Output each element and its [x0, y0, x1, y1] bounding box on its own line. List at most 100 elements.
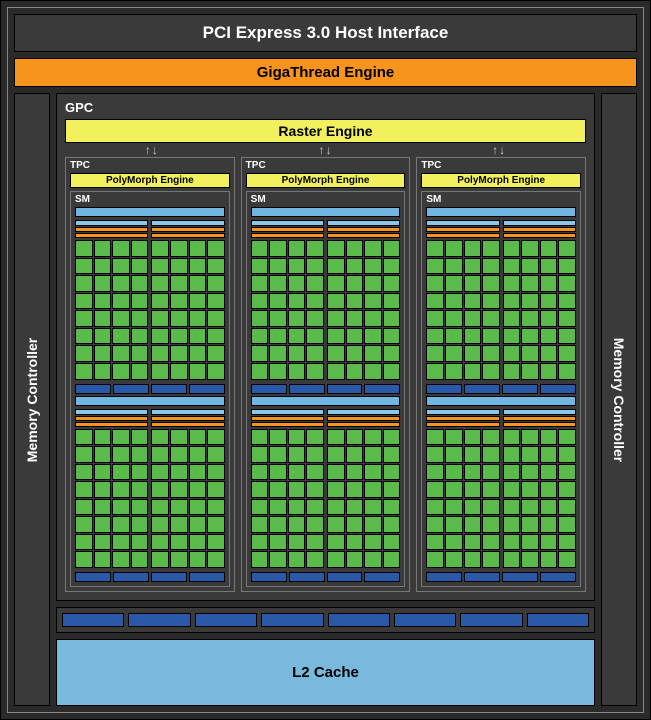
cuda-core: [445, 516, 463, 533]
cuda-core: [346, 464, 364, 481]
memory-controller-left: Memory Controller: [14, 93, 50, 706]
cuda-core: [251, 429, 269, 446]
cuda-core: [482, 328, 500, 345]
sm-column: [151, 220, 224, 381]
sm-bar: [426, 422, 499, 427]
cuda-core: [288, 516, 306, 533]
cuda-core: [464, 534, 482, 551]
arrow-row: ↑↓ ↑↓ ↑↓: [65, 143, 586, 157]
cuda-core: [426, 446, 444, 463]
cuda-core: [189, 499, 207, 516]
sm-half: [426, 220, 576, 394]
cuda-core: [112, 464, 130, 481]
cuda-core: [327, 345, 345, 362]
cuda-core: [269, 240, 287, 257]
cuda-core: [131, 240, 149, 257]
sm-bottom-block: [540, 572, 576, 582]
cuda-core: [558, 310, 576, 327]
cuda-core: [503, 363, 521, 380]
memory-controller-label: Memory Controller: [611, 337, 627, 461]
cuda-core: [482, 534, 500, 551]
sm-label: SM: [251, 194, 401, 205]
cuda-core: [426, 464, 444, 481]
sm-bar: [251, 422, 324, 427]
cuda-core: [189, 275, 207, 292]
cuda-core: [346, 551, 364, 568]
core-grid: [327, 239, 400, 381]
cuda-core: [288, 481, 306, 498]
sm-bottom-block: [151, 384, 187, 394]
sm-bottom-block: [289, 384, 325, 394]
cuda-core: [75, 446, 93, 463]
l2-strip-block: [62, 613, 124, 627]
sm: SM: [246, 191, 406, 587]
cuda-core: [94, 258, 112, 275]
cuda-core: [521, 551, 539, 568]
cuda-core: [189, 240, 207, 257]
sm-bar: [426, 220, 499, 226]
cuda-core: [269, 534, 287, 551]
cuda-core: [189, 464, 207, 481]
cuda-core: [445, 534, 463, 551]
cuda-core: [75, 499, 93, 516]
cuda-core: [426, 258, 444, 275]
sm-bar: [426, 409, 499, 415]
sm-half: [75, 409, 225, 583]
cuda-core: [207, 429, 225, 446]
cuda-core: [503, 310, 521, 327]
cuda-core: [112, 293, 130, 310]
cuda-core: [464, 345, 482, 362]
cuda-core: [75, 275, 93, 292]
sm-bar: [75, 220, 148, 226]
cuda-core: [207, 481, 225, 498]
cuda-core: [426, 429, 444, 446]
cuda-core: [151, 345, 169, 362]
core-grid: [426, 428, 499, 570]
cuda-core: [75, 534, 93, 551]
cuda-core: [269, 293, 287, 310]
sm-half: [251, 220, 401, 394]
sm-bar: [327, 233, 400, 238]
cuda-core: [151, 275, 169, 292]
cuda-core: [207, 446, 225, 463]
cuda-core: [288, 551, 306, 568]
cuda-core: [170, 275, 188, 292]
cuda-core: [94, 429, 112, 446]
cuda-core: [75, 464, 93, 481]
cuda-core: [383, 464, 401, 481]
cuda-core: [207, 516, 225, 533]
cuda-core: [306, 293, 324, 310]
cuda-core: [112, 328, 130, 345]
cuda-core: [426, 481, 444, 498]
cuda-core: [306, 429, 324, 446]
cuda-core: [112, 534, 130, 551]
cuda-core: [445, 275, 463, 292]
cuda-core: [170, 516, 188, 533]
cuda-core: [482, 310, 500, 327]
l2-strip-block: [328, 613, 390, 627]
pci-host-interface: PCI Express 3.0 Host Interface: [14, 14, 637, 52]
cuda-core: [327, 499, 345, 516]
cuda-core: [364, 534, 382, 551]
sm-bottom-block: [113, 572, 149, 582]
cuda-core: [482, 499, 500, 516]
cuda-core: [170, 551, 188, 568]
cuda-core: [482, 446, 500, 463]
cuda-core: [251, 328, 269, 345]
memory-controller-label: Memory Controller: [24, 337, 40, 461]
cuda-core: [521, 310, 539, 327]
cuda-core: [464, 481, 482, 498]
cuda-core: [269, 464, 287, 481]
sm-bottom-block: [327, 384, 363, 394]
cuda-core: [251, 275, 269, 292]
cuda-core: [327, 551, 345, 568]
cuda-core: [383, 258, 401, 275]
cuda-core: [521, 328, 539, 345]
cuda-core: [327, 275, 345, 292]
sm-bottom-block: [75, 572, 111, 582]
cuda-core: [426, 310, 444, 327]
l2-strip-block: [460, 613, 522, 627]
core-grid: [251, 428, 324, 570]
cuda-core: [346, 345, 364, 362]
arrows-icon: ↑↓: [318, 144, 332, 156]
